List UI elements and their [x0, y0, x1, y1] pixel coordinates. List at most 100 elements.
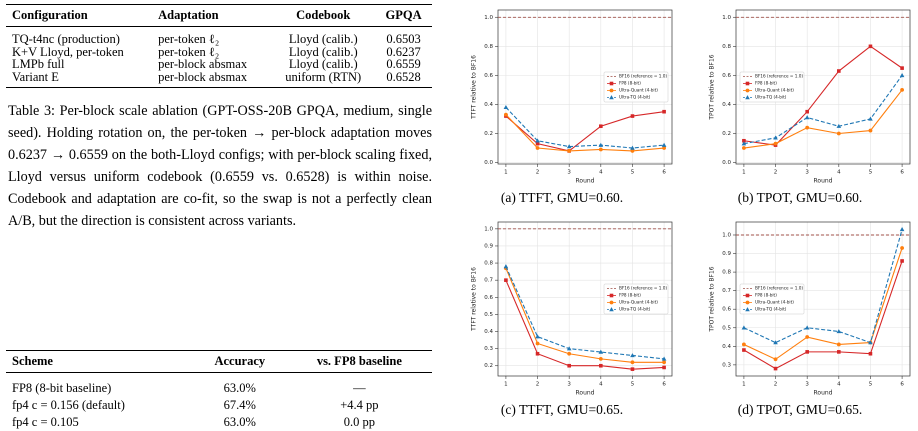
legend-label: Ultra-TQ (4-bit) — [619, 307, 651, 312]
marker — [804, 115, 810, 120]
legend-label: FP8 (8-bit) — [619, 81, 641, 86]
table-row: Variant E per-block absmax uniform (RTN) 0.… — [6, 70, 432, 88]
marker — [567, 149, 572, 153]
chart: 0.0 0.2 0.4 0.6 0.8 1.0 1 2 3 4 5 6 Round TPOT relati… — [709, 9, 911, 185]
marker — [741, 141, 747, 146]
marker — [741, 325, 747, 330]
x-tick-label: 6 — [900, 170, 904, 176]
table-row: fp4 c = 0.156 (default) 67.4% +4.4 pp — [6, 397, 432, 414]
marker — [773, 366, 778, 371]
y-tick-label: 0.6 — [722, 307, 731, 313]
marker — [742, 146, 746, 150]
marker — [598, 147, 603, 152]
legend-label: BF16 (reference = 1.0) — [619, 74, 667, 79]
table-row: LMPb full per-block absmax Lloyd (calib.) 0… — [6, 58, 432, 71]
scheme-table: Scheme Accuracy vs. FP8 baseline FP8 (8-… — [6, 350, 432, 431]
table-cell: Lloyd (calib.) — [288, 57, 358, 71]
y-tick-label: 0.5 — [722, 325, 731, 331]
table-row: K+V Lloyd, per-token per-token ℓ₂ Lloyd (c… — [6, 44, 432, 59]
series-line — [505, 106, 665, 149]
marker — [598, 349, 604, 354]
legend-marker — [609, 95, 614, 100]
series-line — [505, 111, 665, 152]
marker — [599, 124, 603, 129]
plot-frame — [497, 9, 673, 165]
y-tick-label: 1.0 — [722, 15, 731, 21]
legend-label: BF16 (reference = 1.0) — [755, 74, 803, 79]
marker — [630, 149, 635, 153]
y-axis-label: TPOT relative to BF16 — [709, 266, 716, 332]
marker — [535, 334, 540, 339]
figure-caption: (c) TTFT, GMU=0.65. — [500, 402, 624, 417]
y-tick-label: 1.0 — [484, 226, 493, 232]
legend-marker — [745, 81, 750, 86]
header-row: Configuration Adaptation Codebook GPQA — [6, 5, 432, 27]
marker — [805, 109, 809, 114]
figure-caption: (d) TPOT, GMU=0.65. — [737, 402, 863, 417]
marker — [630, 114, 635, 118]
marker — [662, 146, 666, 150]
marker — [836, 329, 842, 334]
marker — [661, 142, 667, 147]
legend: BF16 (reference = 1.0) FP8 (8-bit) Ultra-Q… — [603, 71, 669, 103]
legend-frame — [739, 71, 805, 103]
marker — [566, 144, 572, 149]
marker — [773, 357, 778, 362]
y-tick-label: 0.6 — [722, 73, 731, 79]
legend-marker — [609, 81, 614, 86]
marker — [805, 335, 810, 339]
x-tick-label: 5 — [869, 170, 873, 176]
legend-label: Ultra-Quant (4-bit) — [619, 300, 658, 305]
legend-frame — [739, 283, 805, 315]
marker — [836, 342, 841, 347]
x-axis-label: Round — [576, 390, 595, 397]
x-tick-label: 4 — [599, 382, 603, 388]
header-cell: Scheme — [12, 354, 53, 368]
marker — [535, 351, 540, 356]
legend-marker — [609, 293, 614, 298]
legend-label: FP8 (8-bit) — [755, 81, 777, 86]
chart: 0.2 0.3 0.4 0.5 0.6 0.7 0.8 0.9 1.0 1 2 3 4 5 6 Round TT… — [471, 221, 673, 397]
y-tick-label: 0.2 — [484, 363, 493, 369]
marker — [567, 363, 571, 368]
header-cell: GPQA — [385, 8, 422, 22]
x-tick-label: 5 — [869, 382, 873, 388]
y-tick-label: 0.4 — [484, 102, 493, 108]
y-axis-label: TPOT relative to BF16 — [709, 54, 716, 120]
x-tick-label: 5 — [631, 382, 635, 388]
marker — [900, 88, 904, 92]
marker — [868, 116, 873, 121]
y-tick-label: 0.4 — [484, 329, 493, 335]
table-cell: — — [353, 381, 366, 395]
table-cell: 0.6237 — [386, 44, 421, 59]
y-tick-label: 0.0 — [722, 160, 731, 166]
y-tick-label: 0.4 — [722, 344, 731, 350]
x-tick-label: 6 — [662, 170, 666, 176]
x-tick-label: 3 — [567, 170, 571, 176]
figure: 0.3 0.4 0.5 0.6 0.7 0.8 0.9 1.0 1 2 3 4 5 6 Round TPOT … — [684, 214, 916, 419]
table-cell: 0.6503 — [386, 32, 421, 46]
y-tick-label: 0.7 — [722, 288, 731, 294]
series-line — [505, 114, 665, 152]
x-axis-label: Round — [576, 178, 595, 185]
series-line — [743, 260, 903, 370]
x-tick-label: 6 — [662, 382, 666, 388]
marker — [598, 356, 603, 361]
legend-label: FP8 (8-bit) — [619, 293, 641, 298]
marker — [504, 278, 508, 282]
x-axis-label: Round — [814, 390, 833, 397]
marker — [662, 360, 666, 365]
y-tick-label: 0.6 — [484, 73, 493, 79]
x-tick-label: 2 — [774, 382, 778, 388]
legend-marker — [745, 300, 750, 305]
marker — [598, 142, 604, 147]
x-tick-label: 3 — [805, 170, 809, 176]
legend-label: BF16 (reference = 1.0) — [619, 286, 667, 291]
marker — [836, 131, 841, 136]
y-axis-label: TTFT relative to BF16 — [471, 267, 478, 332]
x-tick-label: 4 — [837, 382, 841, 388]
table-caption: Table 3: Per-block scale ablation (GPT-O… — [8, 103, 432, 229]
y-tick-label: 0.9 — [722, 251, 731, 257]
marker — [599, 363, 603, 368]
y-tick-label: 0.8 — [722, 270, 731, 276]
